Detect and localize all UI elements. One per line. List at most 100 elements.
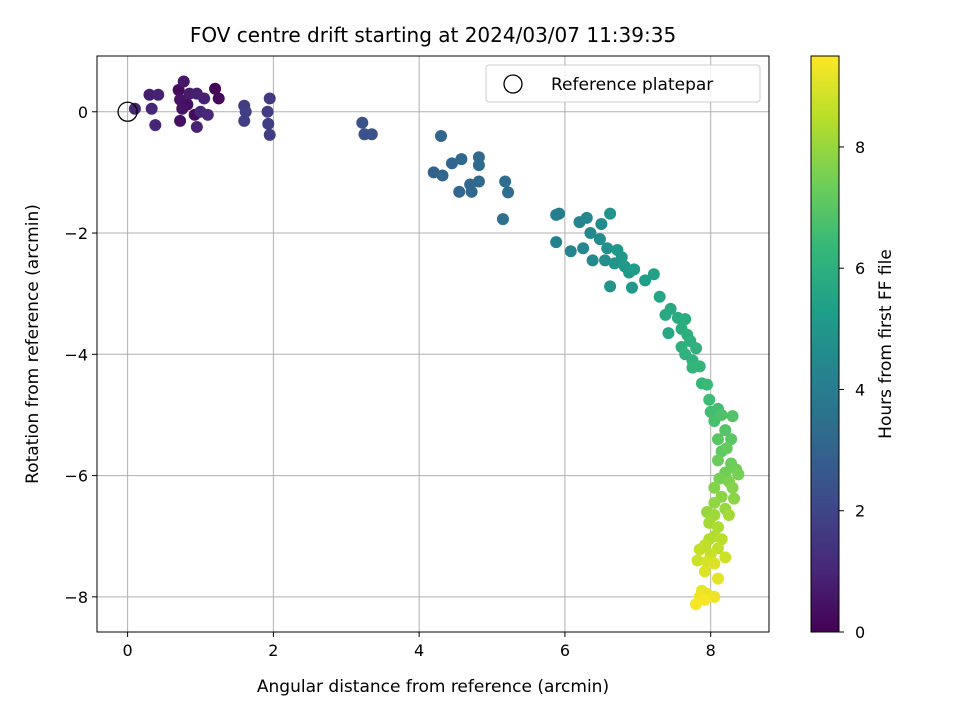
chart-title: FOV centre drift starting at 2024/03/07 … (190, 23, 676, 47)
data-point (550, 236, 563, 249)
data-point (356, 116, 369, 129)
data-point (261, 105, 274, 118)
data-point (615, 251, 628, 264)
reference-layer (117, 101, 138, 122)
data-point (628, 263, 641, 276)
reference-platepar-marker (117, 101, 138, 122)
data-point (728, 492, 741, 505)
colorbar-tick-label: 6 (855, 259, 865, 278)
data-point (436, 169, 449, 182)
data-point (719, 551, 732, 564)
plot-background (97, 56, 769, 632)
data-point (580, 211, 593, 224)
legend-box (485, 64, 761, 103)
data-point (690, 598, 703, 611)
grid (97, 56, 769, 632)
x-tick-label: 4 (414, 641, 424, 660)
data-point (662, 327, 675, 340)
data-point (679, 313, 692, 326)
data-point (128, 102, 141, 115)
data-point (177, 75, 190, 88)
x-axis-ticks: 0 2 4 6 8 (123, 632, 716, 660)
data-point (263, 92, 276, 105)
data-point (435, 130, 448, 143)
data-point (174, 114, 187, 127)
x-tick-label: 0 (123, 641, 133, 660)
data-point (708, 557, 721, 570)
data-point (708, 590, 721, 603)
colorbar-tick-label: 0 (855, 623, 865, 642)
data-point (472, 159, 485, 172)
data-point (639, 274, 652, 287)
data-point (239, 105, 252, 118)
x-tick-label: 2 (268, 641, 278, 660)
data-point (502, 186, 515, 199)
colorbar-frame (810, 55, 840, 633)
plot-area: 0 2 4 6 8 0 −2 −4 −6 −8 (64, 55, 770, 660)
data-point (604, 280, 617, 293)
data-point (593, 233, 606, 246)
data-point (445, 157, 458, 170)
data-point (601, 242, 614, 255)
data-points (128, 75, 745, 611)
y-axis-ticks: 0 −2 −4 −6 −8 (64, 103, 97, 607)
data-point (711, 521, 724, 534)
colorbar-gradient (811, 56, 839, 632)
data-point (691, 554, 704, 567)
data-point (201, 108, 214, 121)
data-point (711, 572, 724, 585)
x-tick-label: 8 (706, 641, 716, 660)
data-point (152, 88, 165, 101)
plot-frame (96, 55, 770, 633)
colorbar-tick-label: 2 (855, 502, 865, 521)
y-tick-label: −8 (64, 588, 88, 607)
data-point (238, 114, 251, 127)
data-point (365, 128, 378, 141)
legend-label-reference: Reference platepar (551, 75, 713, 95)
data-point (690, 342, 703, 355)
data-point (453, 185, 466, 198)
y-axis-label: Rotation from reference (arcmin) (23, 204, 43, 484)
y-tick-label: −2 (64, 224, 88, 243)
y-tick-label: −4 (64, 345, 88, 364)
data-point (708, 481, 721, 494)
data-point (698, 565, 711, 578)
colorbar: 0 2 4 6 8 Hours from first FF file (810, 55, 896, 642)
colorbar-tick-label: 8 (855, 138, 865, 157)
data-point (713, 472, 726, 485)
data-point (143, 88, 156, 101)
data-point (455, 153, 468, 166)
data-point (176, 102, 189, 115)
data-point (553, 207, 566, 220)
data-point (715, 408, 728, 421)
data-point (715, 533, 728, 546)
colorbar-ticks: 0 2 4 6 8 (839, 138, 865, 642)
data-point (653, 290, 666, 303)
data-point (599, 254, 612, 267)
data-point (595, 217, 608, 230)
data-point (711, 454, 724, 467)
data-point (664, 302, 677, 315)
data-point (625, 281, 638, 294)
data-point (604, 207, 617, 220)
data-point (647, 268, 660, 281)
y-tick-label: 0 (78, 103, 88, 122)
data-point (149, 119, 162, 132)
data-point (586, 254, 599, 267)
data-point (726, 410, 739, 423)
legend: Reference platepar (485, 64, 761, 103)
data-point (725, 433, 738, 446)
data-point (499, 175, 512, 188)
data-point (465, 185, 478, 198)
colorbar-tick-label: 4 (855, 380, 865, 399)
data-point (711, 433, 724, 446)
data-point (584, 227, 597, 240)
data-point (703, 393, 716, 406)
data-point (722, 508, 735, 521)
y-tick-label: −6 (64, 467, 88, 486)
data-point (472, 175, 485, 188)
legend-marker-reference (503, 74, 523, 94)
data-point (708, 496, 721, 509)
data-point (720, 442, 733, 455)
data-point (262, 117, 275, 130)
